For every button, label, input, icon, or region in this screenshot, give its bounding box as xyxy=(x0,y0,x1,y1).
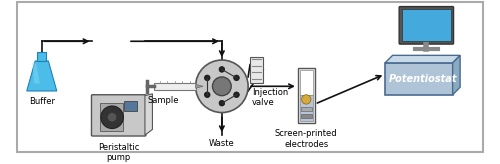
Bar xyxy=(298,69,314,123)
Polygon shape xyxy=(452,55,460,95)
Circle shape xyxy=(204,92,210,98)
Text: Potentiostat: Potentiostat xyxy=(388,74,457,84)
Polygon shape xyxy=(385,55,460,63)
Text: Peristaltic
pump: Peristaltic pump xyxy=(98,143,140,162)
Bar xyxy=(402,9,450,41)
Circle shape xyxy=(234,75,239,81)
Text: Waste: Waste xyxy=(209,139,234,148)
Text: Sample: Sample xyxy=(148,96,180,105)
Polygon shape xyxy=(32,63,40,83)
Circle shape xyxy=(204,75,210,81)
Circle shape xyxy=(219,67,224,72)
FancyBboxPatch shape xyxy=(399,7,454,44)
FancyBboxPatch shape xyxy=(92,95,146,136)
Polygon shape xyxy=(145,94,152,135)
Bar xyxy=(37,52,46,61)
Bar xyxy=(154,82,196,90)
Bar xyxy=(300,107,312,111)
Text: Injection
valve: Injection valve xyxy=(252,88,288,107)
Bar xyxy=(385,63,452,95)
Bar xyxy=(100,103,124,131)
Text: Screen-printed
electrodes: Screen-printed electrodes xyxy=(275,129,338,149)
Bar xyxy=(124,101,138,111)
Circle shape xyxy=(108,113,117,122)
Polygon shape xyxy=(26,61,57,91)
Circle shape xyxy=(101,106,124,129)
Text: Buffer: Buffer xyxy=(29,97,55,106)
Bar xyxy=(300,70,313,95)
Polygon shape xyxy=(196,84,203,88)
Circle shape xyxy=(219,100,224,106)
FancyBboxPatch shape xyxy=(18,2,482,152)
Bar xyxy=(300,114,312,118)
Circle shape xyxy=(212,77,231,96)
Circle shape xyxy=(234,92,239,98)
Bar xyxy=(300,95,313,121)
Bar xyxy=(250,57,263,83)
Circle shape xyxy=(196,60,248,113)
Circle shape xyxy=(302,95,311,104)
